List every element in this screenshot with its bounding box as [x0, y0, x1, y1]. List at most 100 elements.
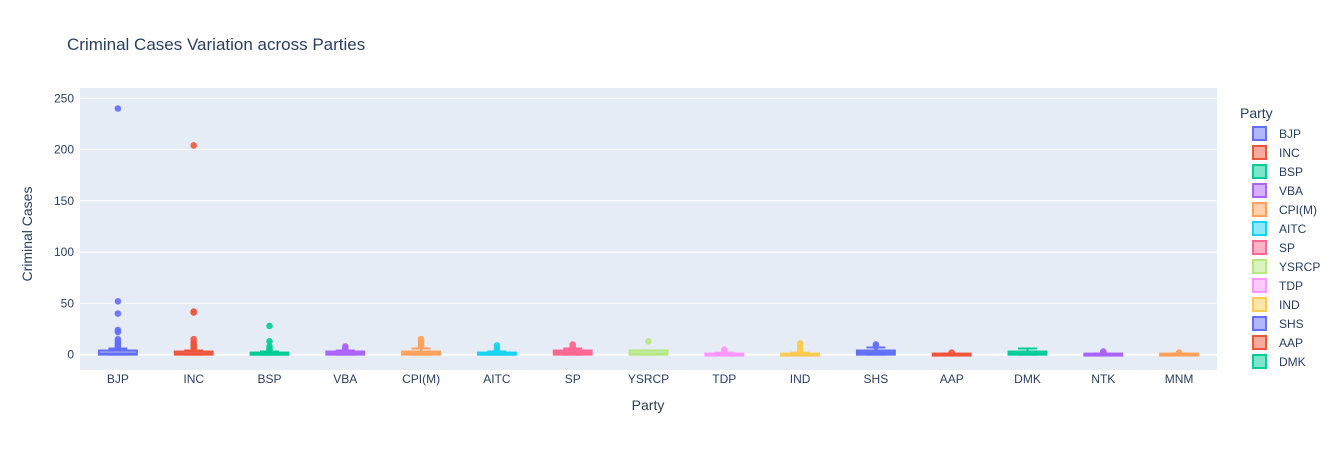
y-axis-ticks: 0 50 100 150 200 250: [54, 91, 74, 361]
legend-title: Party: [1240, 105, 1273, 121]
outlier-point[interactable]: [114, 105, 122, 112]
x-tick-label: SHS: [864, 372, 889, 386]
legend-item-ind[interactable]: IND: [1252, 297, 1300, 312]
x-axis-title: Party: [632, 397, 665, 413]
legend-label: YSRCP: [1279, 260, 1320, 274]
legend-item-aitc[interactable]: AITC: [1252, 221, 1307, 236]
x-tick-label: SP: [565, 372, 581, 386]
x-tick-label: IND: [790, 372, 811, 386]
legend-label: SHS: [1279, 317, 1304, 331]
legend-swatch: [1252, 354, 1267, 369]
legend-label: BJP: [1279, 127, 1301, 141]
outlier-point[interactable]: [645, 337, 652, 345]
box-trace-ysrcp[interactable]: [628, 337, 669, 356]
plot-area: [80, 88, 1217, 370]
legend-item-ysrcp[interactable]: YSRCP: [1252, 259, 1320, 274]
outlier-point[interactable]: [1100, 349, 1107, 356]
y-tick-label: 0: [67, 348, 74, 362]
legend-swatch: [1252, 145, 1267, 160]
outlier-point[interactable]: [114, 343, 122, 350]
box-trace-aitc[interactable]: [476, 342, 517, 356]
legend-label: INC: [1279, 146, 1300, 160]
outlier-point[interactable]: [342, 346, 349, 353]
legend-label: BSP: [1279, 165, 1303, 179]
outlier-point[interactable]: [796, 348, 804, 355]
legend-item-bjp[interactable]: BJP: [1252, 126, 1301, 141]
box-trace-inc[interactable]: [173, 142, 214, 356]
x-tick-label: INC: [183, 372, 204, 386]
x-tick-label: VBA: [333, 372, 357, 386]
y-tick-label: 100: [54, 245, 74, 259]
x-tick-label: YSRCP: [628, 372, 669, 386]
legend-label: CPI(M): [1279, 203, 1317, 217]
outlier-point[interactable]: [266, 337, 273, 345]
outlier-point[interactable]: [872, 343, 880, 350]
box-trace-ntk[interactable]: [1083, 348, 1124, 357]
box-trace-bsp[interactable]: [249, 322, 290, 356]
outlier-point[interactable]: [190, 309, 197, 316]
box-trace-bjp[interactable]: [97, 105, 138, 356]
box-trace-vba[interactable]: [325, 343, 366, 356]
outlier-point[interactable]: [569, 344, 576, 351]
x-tick-label: CPI(M): [402, 372, 440, 386]
outlier-point[interactable]: [114, 328, 122, 336]
legend-swatch: [1252, 126, 1267, 141]
legend-item-vba[interactable]: VBA: [1252, 183, 1303, 198]
outlier-point[interactable]: [190, 345, 197, 352]
x-axis-ticks: BJP INC BSP VBA CPI(M) AITC SP YSRCP TDP IND SHS AA…: [107, 372, 1194, 386]
legend-items[interactable]: BJP INC BSP VBA CPI(M) AITC SP YSRCP TDP IND SHS AA…: [1252, 126, 1320, 369]
box-trace-cpi-m-[interactable]: [401, 335, 442, 356]
outlier-point[interactable]: [493, 347, 501, 354]
x-tick-label: NTK: [1091, 372, 1115, 386]
legend-item-sp[interactable]: SP: [1252, 240, 1295, 255]
box-trace-sp[interactable]: [552, 341, 593, 356]
y-tick-label: 50: [61, 296, 75, 310]
y-axis-title: Criminal Cases: [19, 187, 35, 282]
outlier-point[interactable]: [948, 349, 955, 356]
legend-swatch: [1252, 183, 1267, 198]
outlier-point[interactable]: [417, 343, 425, 350]
legend[interactable]: Party BJP INC BSP VBA CPI(M) AITC SP YSRCP TDP IN…: [1240, 105, 1320, 369]
legend-item-dmk[interactable]: DMK: [1252, 354, 1306, 369]
legend-label: AITC: [1279, 222, 1307, 236]
legend-swatch: [1252, 297, 1267, 312]
box-body[interactable]: [97, 349, 138, 356]
outlier-point[interactable]: [114, 310, 122, 317]
box-trace-dmk[interactable]: [1007, 347, 1048, 356]
box-trace-shs[interactable]: [855, 341, 896, 356]
x-tick-label: AITC: [483, 372, 511, 386]
legend-label: SP: [1279, 241, 1295, 255]
box-trace-tdp[interactable]: [704, 346, 745, 357]
outlier-point[interactable]: [190, 142, 197, 149]
legend-swatch: [1252, 240, 1267, 255]
legend-swatch: [1252, 221, 1267, 236]
legend-label: DMK: [1279, 355, 1306, 369]
legend-item-bsp[interactable]: BSP: [1252, 164, 1303, 179]
box-body[interactable]: [628, 349, 669, 356]
y-tick-label: 200: [54, 143, 74, 157]
legend-item-cpi-m-[interactable]: CPI(M): [1252, 202, 1317, 217]
box-traces[interactable]: [97, 105, 1200, 357]
outlier-point[interactable]: [1175, 349, 1183, 356]
outlier-point[interactable]: [114, 297, 122, 305]
box-trace-ind[interactable]: [780, 340, 821, 357]
box-trace-aap[interactable]: [931, 349, 972, 357]
x-tick-label: AAP: [940, 372, 964, 386]
legend-swatch: [1252, 278, 1267, 293]
legend-label: AAP: [1279, 336, 1303, 350]
outlier-point[interactable]: [721, 348, 728, 355]
legend-item-aap[interactable]: AAP: [1252, 335, 1303, 350]
outlier-point[interactable]: [266, 322, 273, 330]
legend-item-inc[interactable]: INC: [1252, 145, 1300, 160]
legend-item-shs[interactable]: SHS: [1252, 316, 1304, 331]
legend-swatch: [1252, 316, 1267, 331]
y-tick-label: 250: [54, 91, 74, 105]
x-tick-label: MNM: [1165, 372, 1194, 386]
legend-swatch: [1252, 259, 1267, 274]
chart-title: Criminal Cases Variation across Parties: [67, 35, 365, 54]
legend-label: IND: [1279, 298, 1300, 312]
legend-item-tdp[interactable]: TDP: [1252, 278, 1303, 293]
box-trace-mnm[interactable]: [1159, 349, 1200, 357]
outlier-point[interactable]: [266, 347, 273, 354]
